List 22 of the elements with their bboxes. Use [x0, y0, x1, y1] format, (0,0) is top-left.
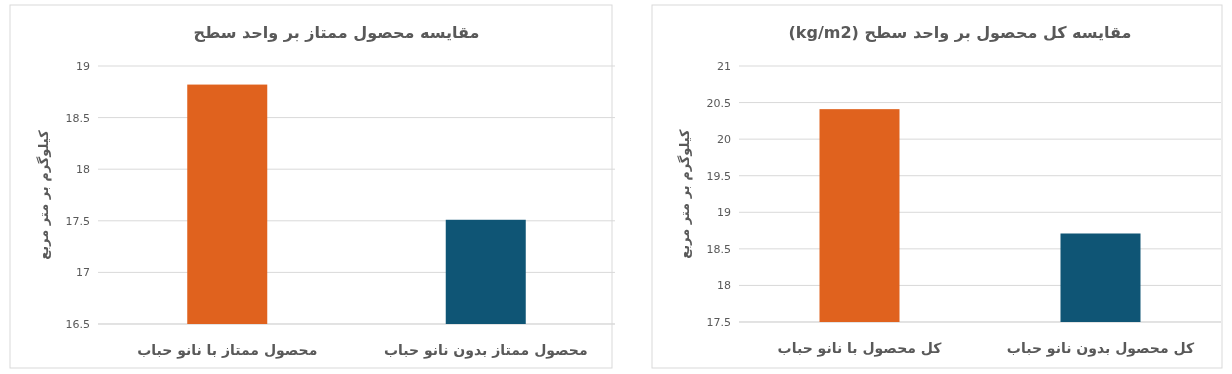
- y-tick-label: 20.5: [706, 96, 731, 110]
- x-tick-label: محصول ممتاز با نانو حباب: [137, 342, 318, 359]
- x-tick-label: کل محصول با نانو حباب: [777, 340, 943, 357]
- y-tick-label: 18: [76, 163, 90, 177]
- y-tick-label: 16.5: [65, 318, 90, 331]
- y-tick-label: 17: [76, 266, 90, 280]
- y-tick-label: 18.5: [706, 242, 731, 256]
- y-tick-label: 18.5: [65, 111, 90, 125]
- y-tick-label: 19: [717, 206, 731, 220]
- chart-title: مقایسه محصول ممتاز بر واحد سطح: [193, 23, 480, 42]
- y-tick-label: 21: [717, 60, 731, 73]
- y-tick-label: 19.5: [706, 169, 731, 183]
- x-tick-label: محصول ممتاز بدون نانو حباب: [383, 342, 588, 359]
- y-tick-label: 17.5: [65, 214, 90, 228]
- y-tick-label: 20: [717, 133, 731, 147]
- y-tick-label: 18: [717, 279, 731, 293]
- y-axis-title: کیلوگرم بر متر مربع: [677, 128, 693, 259]
- x-tick-label: کل محصول بدون نانو حباب: [1006, 340, 1195, 357]
- y-axis-title: کیلوگرم بر متر مربع: [36, 129, 52, 260]
- chart-title: مقایسه کل محصول بر واحد سطح (kg/m2): [788, 23, 1132, 42]
- y-tick-label: 19: [76, 60, 90, 73]
- y-tick-label: 17.5: [706, 316, 731, 329]
